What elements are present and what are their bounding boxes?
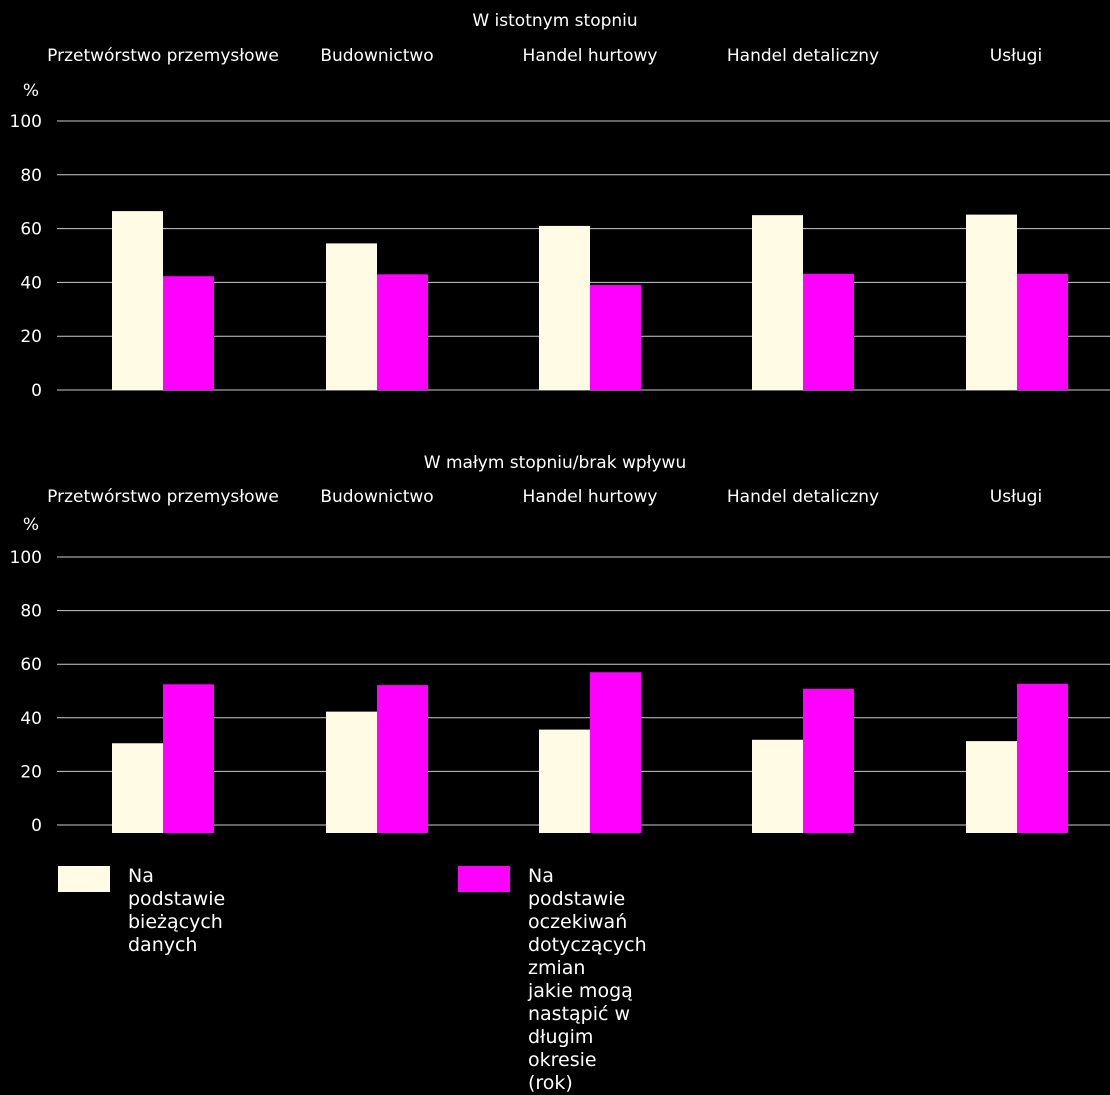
chart-2-title: W małym stopniu/brak wpływu bbox=[424, 453, 686, 473]
legend-label-current: Na podstawie bieżących danych bbox=[128, 865, 225, 957]
legend-swatch-expected bbox=[458, 866, 510, 892]
chart-2-bar-current bbox=[752, 739, 803, 833]
chart-1-bar-expected bbox=[163, 276, 214, 390]
legend-label-expected: Na podstawie oczekiwań dotyczących zmian… bbox=[528, 865, 647, 1095]
chart-2-y-tick-label: 100 bbox=[10, 548, 42, 568]
chart-2-bar-current bbox=[539, 729, 590, 833]
chart-1-bar-expected bbox=[590, 285, 641, 390]
chart-1-bar-current bbox=[752, 215, 803, 390]
chart-1-bar-current bbox=[966, 214, 1017, 390]
legend-label-current-line-1: Na podstawie bieżących danych bbox=[128, 865, 226, 956]
chart-2-category-label: Handel hurtowy bbox=[523, 487, 658, 507]
legend-item-expected: Na podstawie oczekiwań dotyczących zmian… bbox=[458, 865, 647, 1095]
legend-label-expected-line-2: jakie mogą nastąpić w długim okresie (ro… bbox=[528, 980, 633, 1094]
chart-1-y-tick-label: 0 bbox=[31, 381, 42, 401]
chart-2-unit-label: % bbox=[23, 515, 39, 535]
legend-label-expected-line-1: Na podstawie oczekiwań dotyczących zmian bbox=[528, 865, 647, 979]
chart-1-y-tick-label: 40 bbox=[20, 273, 42, 293]
chart-2-bar-expected bbox=[1017, 683, 1068, 833]
chart-2-y-tick-label: 20 bbox=[20, 762, 42, 782]
chart-2-bar-current bbox=[966, 741, 1017, 833]
chart-1-bar-current bbox=[112, 211, 163, 390]
chart-2-bar-expected bbox=[377, 685, 428, 833]
legend-item-current: Na podstawie bieżących danych bbox=[58, 865, 225, 957]
chart-2-bar-current bbox=[112, 743, 163, 833]
chart-2-y-tick-label: 80 bbox=[20, 602, 42, 622]
chart-1-title: W istotnym stopniu bbox=[472, 11, 637, 31]
chart-2-bar-expected bbox=[590, 672, 641, 833]
chart-1-category-label: Usługi bbox=[990, 46, 1042, 66]
chart-2-category-label: Przetwórstwo przemysłowe bbox=[47, 487, 279, 507]
chart-2-category-label: Budownictwo bbox=[320, 487, 433, 507]
chart-1-bar-expected bbox=[377, 274, 428, 390]
chart-1-bar-expected bbox=[803, 273, 854, 390]
chart-2-bar-current bbox=[326, 711, 377, 833]
legend-swatch-current bbox=[58, 866, 110, 892]
chart-1-y-tick-label: 100 bbox=[10, 112, 42, 132]
chart-1-bar-current bbox=[326, 243, 377, 390]
chart-1-bar-expected bbox=[1017, 273, 1068, 390]
chart-2-y-tick-label: 0 bbox=[31, 816, 42, 836]
chart-2-bar-expected bbox=[803, 688, 854, 833]
chart-1-category-label: Przetwórstwo przemysłowe bbox=[47, 46, 279, 66]
chart-1-bar-current bbox=[539, 225, 590, 390]
chart-1-category-label: Budownictwo bbox=[320, 46, 433, 66]
chart-2-y-tick-label: 40 bbox=[20, 709, 42, 729]
chart-1-y-tick-label: 20 bbox=[20, 327, 42, 347]
chart-canvas: W istotnym stopniu Przetwórstwo przemysło… bbox=[10, 11, 1110, 836]
chart-1-y-tick-label: 80 bbox=[20, 166, 42, 186]
chart-1-unit-label: % bbox=[23, 81, 39, 101]
chart-2-category-label: Usługi bbox=[990, 487, 1042, 507]
chart-2-category-label: Handel detaliczny bbox=[727, 487, 879, 507]
chart-2-y-tick-label: 60 bbox=[20, 655, 42, 675]
chart-1-category-label: Handel hurtowy bbox=[523, 46, 658, 66]
chart-2-bar-expected bbox=[163, 684, 214, 833]
chart-1-y-tick-label: 60 bbox=[20, 220, 42, 240]
chart-1-category-label: Handel detaliczny bbox=[727, 46, 879, 66]
